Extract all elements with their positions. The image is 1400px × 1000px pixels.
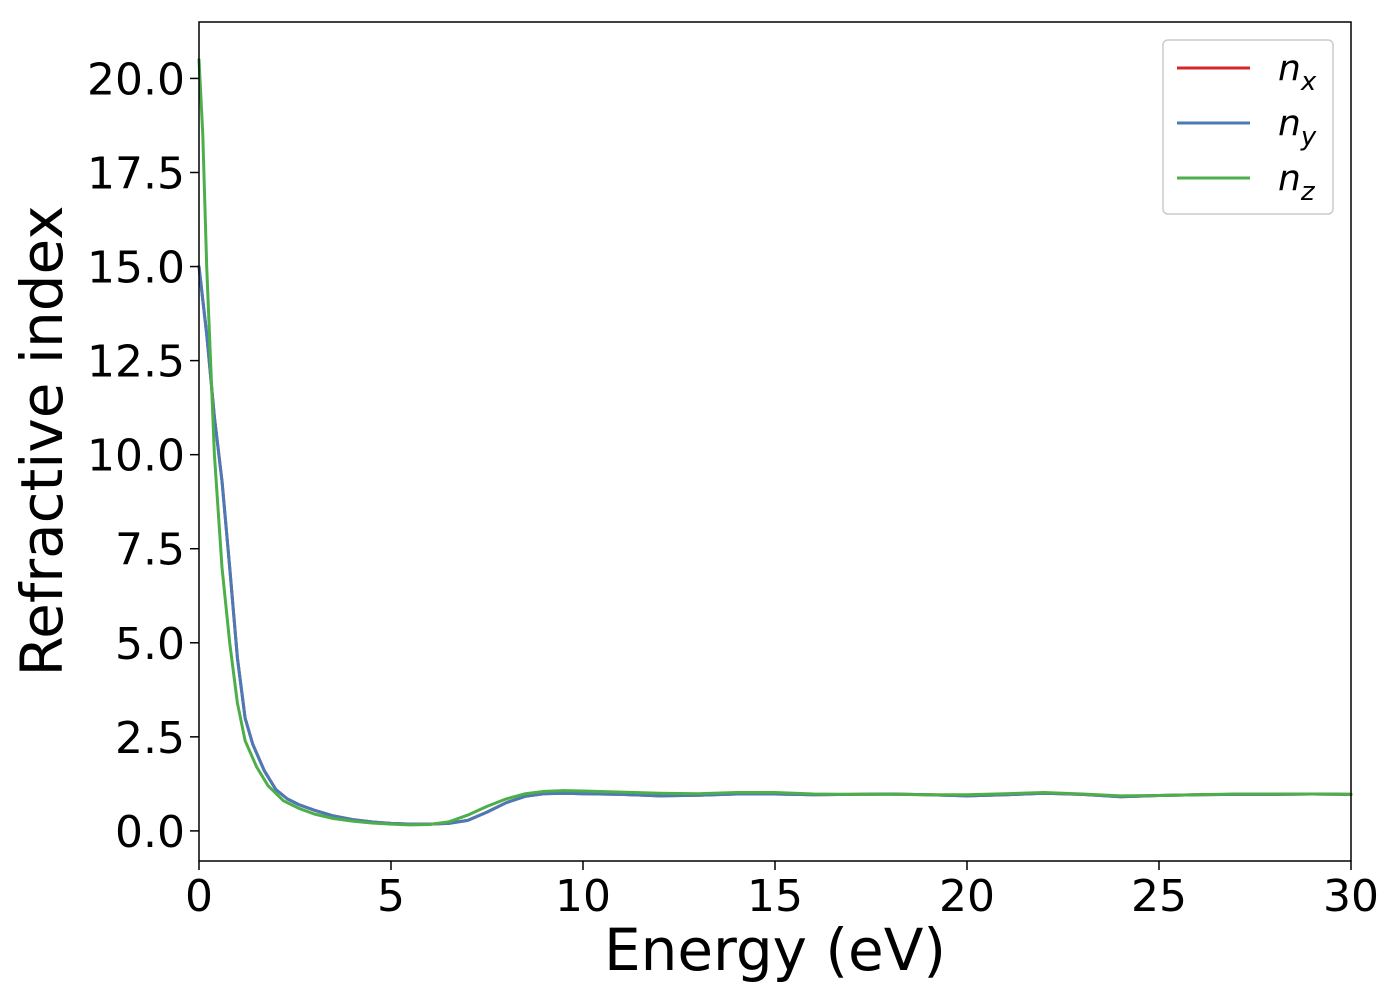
y-tick-label: 12.5 (87, 337, 185, 388)
series-line-y (197, 265, 1353, 826)
series-line-x (197, 265, 1353, 826)
y-tick-label: 15.0 (87, 243, 185, 294)
x-tick-label: 10 (555, 871, 611, 922)
legend-box (1162, 39, 1334, 215)
y-tick-label: 5.0 (115, 619, 185, 670)
legend: nx ny nz (1162, 39, 1334, 215)
y-tick-label: 2.5 (115, 713, 185, 764)
y-tick-label: 20.0 (87, 54, 185, 105)
x-tick-label: 15 (747, 871, 803, 922)
x-tick-label: 25 (1131, 871, 1187, 922)
series-line-z (197, 58, 1353, 827)
x-tick-label: 30 (1323, 871, 1379, 922)
x-tick-label: 20 (939, 871, 995, 922)
x-tick-label: 5 (377, 871, 405, 922)
y-tick-label: 7.5 (115, 525, 185, 576)
y-axis-label: Refractive index (8, 205, 76, 676)
x-axis-label: Energy (eV) (604, 916, 946, 984)
y-axis: 0.0 2.5 5.0 7.5 10.0 12.5 15.0 17.5 20.0 (87, 54, 199, 858)
series-layer (197, 58, 1353, 827)
legend-label-x: nx (1278, 48, 1317, 97)
y-tick-label: 0.0 (115, 807, 185, 858)
x-axis: 0 5 10 15 20 25 30 (185, 861, 1379, 922)
x-tick-label: 0 (185, 871, 213, 922)
legend-label-y: ny (1278, 103, 1317, 152)
y-tick-label: 17.5 (87, 148, 185, 199)
legend-label-z: nz (1278, 158, 1316, 207)
y-tick-label: 10.0 (87, 431, 185, 482)
